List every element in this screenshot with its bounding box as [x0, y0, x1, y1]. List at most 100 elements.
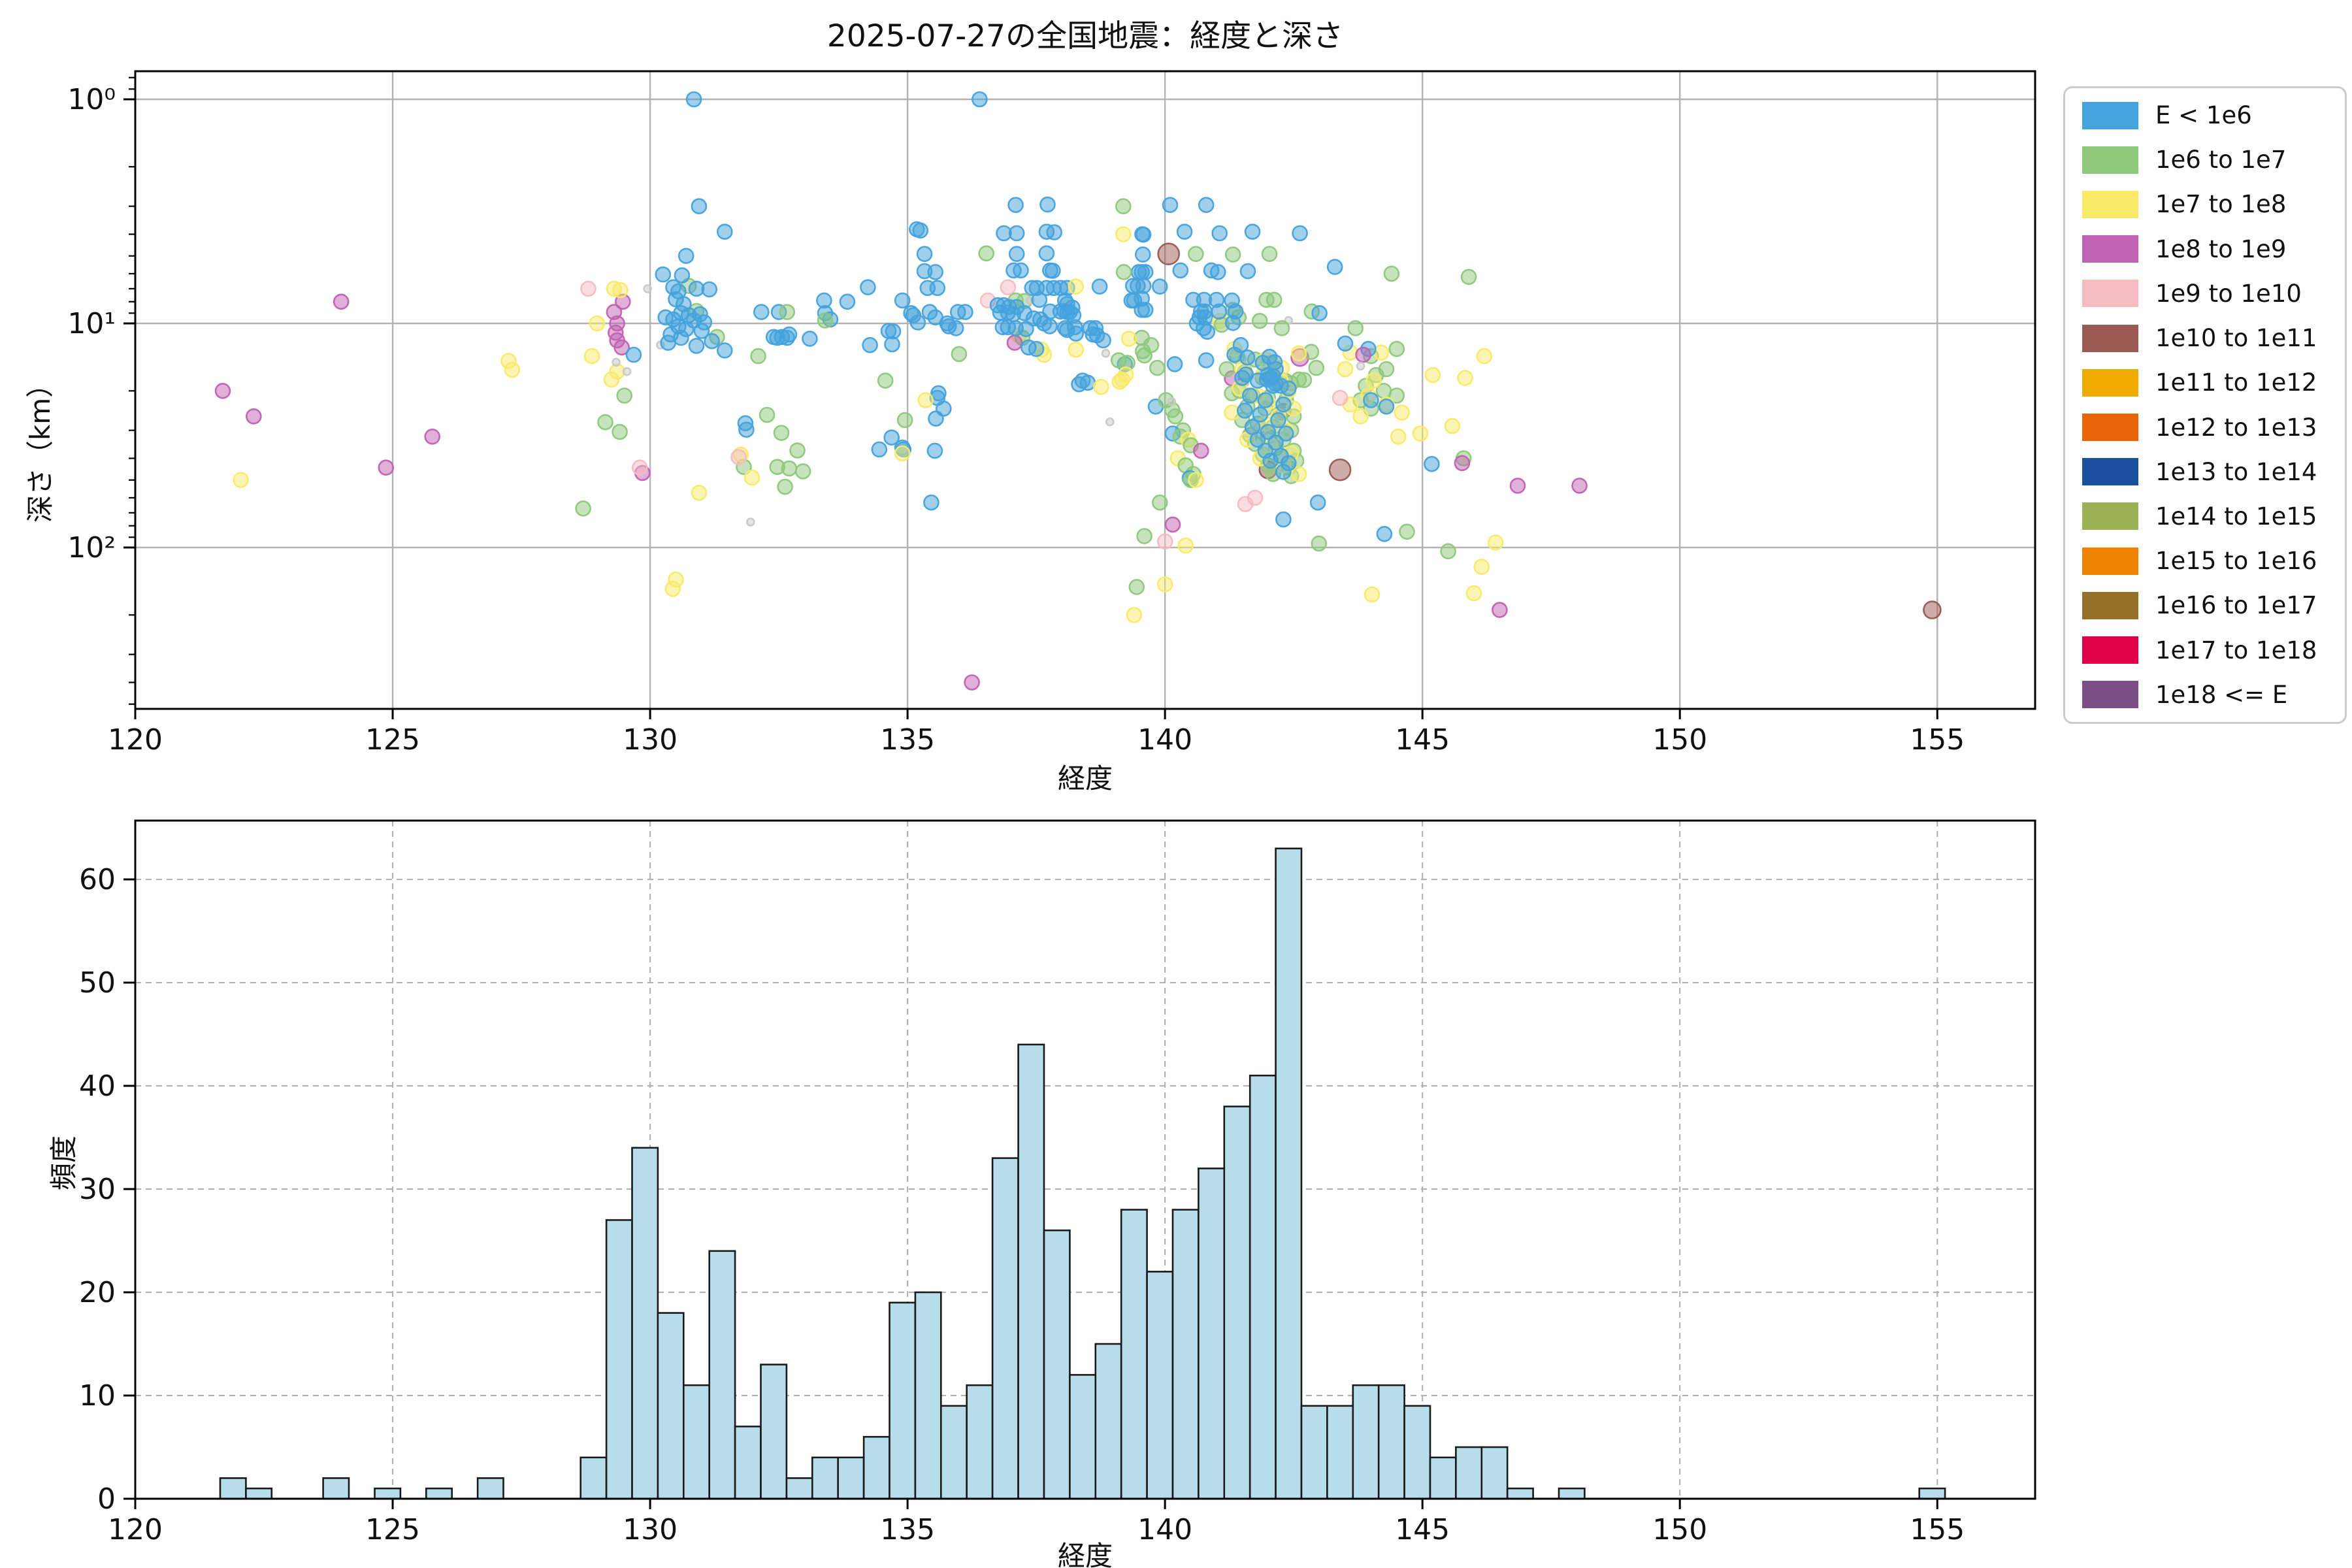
hist-bar	[1094, 1343, 1122, 1500]
scatter-point	[1311, 304, 1328, 321]
scatter-point	[1115, 264, 1132, 280]
scatter-xtick-label: 150	[1652, 723, 1707, 757]
legend-label: 1e13 to 1e14	[2155, 457, 2317, 486]
scatter-point	[916, 246, 933, 263]
scatter-point	[1095, 332, 1111, 349]
scatter-point	[1068, 341, 1085, 358]
scatter-point	[583, 348, 600, 365]
scatter-point	[678, 248, 694, 265]
hist-bar	[580, 1456, 608, 1500]
scatter-point	[1226, 346, 1243, 363]
scatter-point	[1157, 242, 1180, 266]
scatter-point	[1068, 325, 1085, 342]
scatter-point	[909, 314, 926, 331]
hist-ytick-label: 0	[97, 1482, 116, 1516]
scatter-point	[1363, 392, 1379, 408]
scatter-point	[1152, 278, 1168, 295]
scatter-point	[862, 336, 878, 353]
scatter-point	[1257, 392, 1274, 408]
scatter-point	[802, 331, 818, 347]
scatter-point	[894, 292, 911, 309]
hist-ytick-label: 50	[79, 966, 116, 1000]
scatter-point	[233, 472, 249, 489]
scatter-xtick-label: 125	[365, 723, 420, 757]
scatter-point	[1038, 245, 1055, 262]
hist-bar	[966, 1384, 994, 1500]
hist-bar	[1120, 1209, 1148, 1500]
scatter-point	[1193, 442, 1209, 459]
scatter-point	[691, 484, 708, 501]
scatter-point	[1270, 412, 1286, 429]
scatter-point	[1376, 525, 1393, 542]
scatter-point	[1177, 537, 1194, 554]
hist-bar	[837, 1456, 865, 1500]
hist-xtick-label: 135	[880, 1513, 935, 1546]
hist-bar	[940, 1405, 968, 1500]
hist-bar	[889, 1301, 917, 1500]
scatter-point	[616, 387, 633, 404]
scatter-point	[1237, 402, 1253, 419]
hist-xtick-label: 150	[1652, 1513, 1707, 1546]
scatter-point	[1275, 511, 1292, 528]
scatter-point	[1309, 494, 1326, 511]
scatter-point	[631, 459, 648, 476]
scatter-point	[1275, 463, 1292, 480]
scatter-point	[691, 198, 708, 215]
hist-ytick-label: 30	[79, 1173, 116, 1206]
scatter-point	[1162, 197, 1179, 214]
hist-bar	[1429, 1456, 1457, 1500]
scatter-point	[978, 245, 994, 262]
scatter-point	[743, 469, 760, 486]
legend-item: 1e17 to 1e18	[2082, 636, 2328, 664]
hist-ytick-label: 10	[79, 1379, 116, 1413]
scatter-point	[957, 304, 973, 320]
scatter-point	[746, 517, 755, 527]
scatter-point	[738, 421, 755, 438]
scatter-xtick-label: 130	[623, 723, 678, 757]
scatter-point	[1473, 559, 1490, 575]
scatter-point	[685, 91, 702, 108]
hist-bar	[1069, 1374, 1097, 1500]
hist-bar	[1198, 1168, 1226, 1500]
scatter-xtick-label: 140	[1137, 723, 1192, 757]
scatter-point	[1281, 380, 1297, 397]
hist-bar	[219, 1477, 247, 1500]
scatter-point	[1352, 408, 1369, 425]
scatter-point	[1278, 425, 1294, 442]
scatter-point	[1007, 197, 1024, 214]
scatter-point	[773, 425, 790, 441]
scatter-point	[1018, 321, 1034, 338]
scatter-point	[1172, 262, 1189, 279]
hist-bar	[1171, 1209, 1200, 1500]
hist-bar	[991, 1157, 1019, 1500]
legend-swatch-icon	[2082, 235, 2138, 263]
hist-bar	[708, 1250, 736, 1500]
scatter-point	[1046, 224, 1062, 240]
scatter-point	[1071, 376, 1087, 393]
scatter-point	[1134, 301, 1150, 318]
scatter-point	[603, 371, 620, 388]
legend-label: 1e6 to 1e7	[2155, 146, 2287, 174]
scatter-point	[378, 459, 395, 476]
legend-item: 1e16 to 1e17	[2082, 591, 2328, 619]
scatter-point	[1247, 489, 1264, 506]
scatter-point	[759, 406, 776, 423]
legend-swatch-icon	[2082, 190, 2138, 218]
scatter-point	[717, 342, 733, 359]
scatter-point	[597, 414, 613, 431]
hist-frame	[134, 819, 2036, 1500]
hist-bar	[1480, 1446, 1509, 1500]
legend-item: 1e14 to 1e15	[2082, 502, 2328, 531]
scatter-point	[1198, 197, 1215, 214]
scatter-point	[817, 312, 834, 329]
scatter-plot: 120 125 130 135 140 145 150 155 10⁰ 10¹ 10²	[67, 70, 2036, 757]
scatter-point	[1241, 387, 1258, 404]
scatter-point	[750, 348, 766, 365]
legend-label: 1e14 to 1e15	[2155, 502, 2317, 531]
scatter-point	[1249, 431, 1266, 448]
hist-bar	[1506, 1487, 1534, 1500]
scatter-point	[333, 293, 350, 310]
scatter-point	[1137, 264, 1154, 280]
scatter-point	[1105, 417, 1115, 427]
